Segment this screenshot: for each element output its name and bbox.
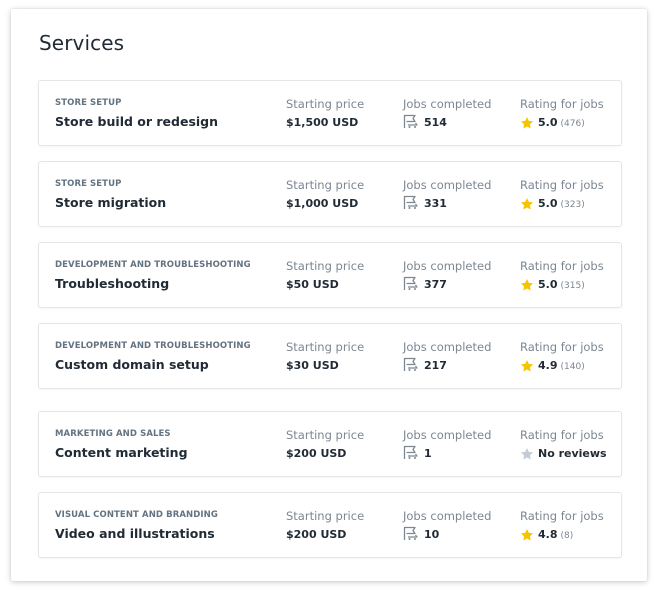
service-card[interactable]: VISUAL CONTENT AND BRANDING Video and ill…	[38, 492, 622, 558]
rating-label: Rating for jobs	[520, 428, 604, 442]
rating-value: No reviews	[538, 447, 607, 460]
price-label: Starting price	[286, 509, 365, 523]
rating-value: 5.0 (323)	[538, 197, 585, 210]
rating-count: (476)	[560, 119, 585, 129]
jobs-label: Jobs completed	[403, 178, 492, 192]
service-category: STORE SETUP	[55, 179, 122, 189]
price-value: $50 USD	[286, 278, 339, 291]
rating-score: 5.0	[538, 116, 558, 129]
service-card[interactable]: STORE SETUP Store migration Starting price…	[38, 161, 622, 227]
rating-label: Rating for jobs	[520, 509, 604, 523]
rating-score: 4.9	[538, 359, 558, 372]
price-value: $1,500 USD	[286, 116, 359, 129]
service-category: DEVELOPMENT AND TROUBLESHOOTING	[55, 260, 251, 270]
jobs-label: Jobs completed	[403, 97, 492, 111]
rating-count: (323)	[560, 200, 585, 210]
rating-count: (315)	[560, 281, 585, 291]
jobs-value: 217	[424, 359, 447, 372]
service-category: VISUAL CONTENT AND BRANDING	[55, 510, 218, 520]
price-value: $200 USD	[286, 528, 347, 541]
service-name[interactable]: Content marketing	[55, 445, 188, 460]
jobs-label: Jobs completed	[403, 259, 492, 273]
star-icon	[520, 196, 534, 210]
service-card[interactable]: DEVELOPMENT AND TROUBLESHOOTING Troublesh…	[38, 242, 622, 308]
service-name[interactable]: Store build or redesign	[55, 114, 219, 129]
service-name[interactable]: Troubleshooting	[55, 276, 170, 291]
page-title: Services	[39, 31, 125, 55]
service-name[interactable]: Video and illustrations	[55, 526, 215, 541]
jobs-value: 377	[424, 278, 447, 291]
service-card[interactable]: DEVELOPMENT AND TROUBLESHOOTING Custom do…	[38, 323, 622, 389]
services-panel: Services STORE SETUP Store build or redes…	[11, 9, 647, 581]
rating-value: 5.0 (315)	[538, 278, 585, 291]
price-label: Starting price	[286, 97, 365, 111]
jobs-flag-icon	[403, 445, 419, 460]
jobs-value: 1	[424, 447, 432, 460]
jobs-flag-icon	[403, 195, 419, 210]
price-value: $1,000 USD	[286, 197, 359, 210]
rating-score: 5.0	[538, 197, 558, 210]
service-category: MARKETING AND SALES	[55, 429, 171, 439]
rating-count: (8)	[560, 531, 574, 541]
jobs-value: 10	[424, 528, 440, 541]
rating-value: 4.9 (140)	[538, 359, 585, 372]
rating-score: 4.8	[538, 528, 558, 541]
star-icon	[520, 527, 534, 541]
jobs-flag-icon	[403, 357, 419, 372]
rating-label: Rating for jobs	[520, 97, 604, 111]
jobs-label: Jobs completed	[403, 428, 492, 442]
star-empty-icon	[520, 446, 534, 460]
jobs-flag-icon	[403, 114, 419, 129]
service-card[interactable]: STORE SETUP Store build or redesign Starti…	[38, 80, 622, 146]
star-icon	[520, 277, 534, 291]
price-value: $200 USD	[286, 447, 347, 460]
price-label: Starting price	[286, 259, 365, 273]
service-name[interactable]: Store migration	[55, 195, 167, 210]
jobs-label: Jobs completed	[403, 340, 492, 354]
jobs-value: 331	[424, 197, 447, 210]
service-category: STORE SETUP	[55, 98, 122, 108]
jobs-label: Jobs completed	[403, 509, 492, 523]
jobs-flag-icon	[403, 526, 419, 541]
price-label: Starting price	[286, 178, 365, 192]
price-label: Starting price	[286, 428, 365, 442]
price-value: $30 USD	[286, 359, 339, 372]
service-name[interactable]: Custom domain setup	[55, 357, 209, 372]
rating-label: Rating for jobs	[520, 178, 604, 192]
rating-score: 5.0	[538, 278, 558, 291]
rating-label: Rating for jobs	[520, 340, 604, 354]
star-icon	[520, 358, 534, 372]
rating-count: (140)	[560, 362, 585, 372]
jobs-flag-icon	[403, 276, 419, 291]
price-label: Starting price	[286, 340, 365, 354]
rating-value: 5.0 (476)	[538, 116, 585, 129]
star-icon	[520, 115, 534, 129]
jobs-value: 514	[424, 116, 447, 129]
service-card[interactable]: MARKETING AND SALES Content marketing Star…	[38, 411, 622, 477]
rating-score: No reviews	[538, 447, 607, 460]
service-category: DEVELOPMENT AND TROUBLESHOOTING	[55, 341, 251, 351]
rating-label: Rating for jobs	[520, 259, 604, 273]
rating-value: 4.8 (8)	[538, 528, 573, 541]
